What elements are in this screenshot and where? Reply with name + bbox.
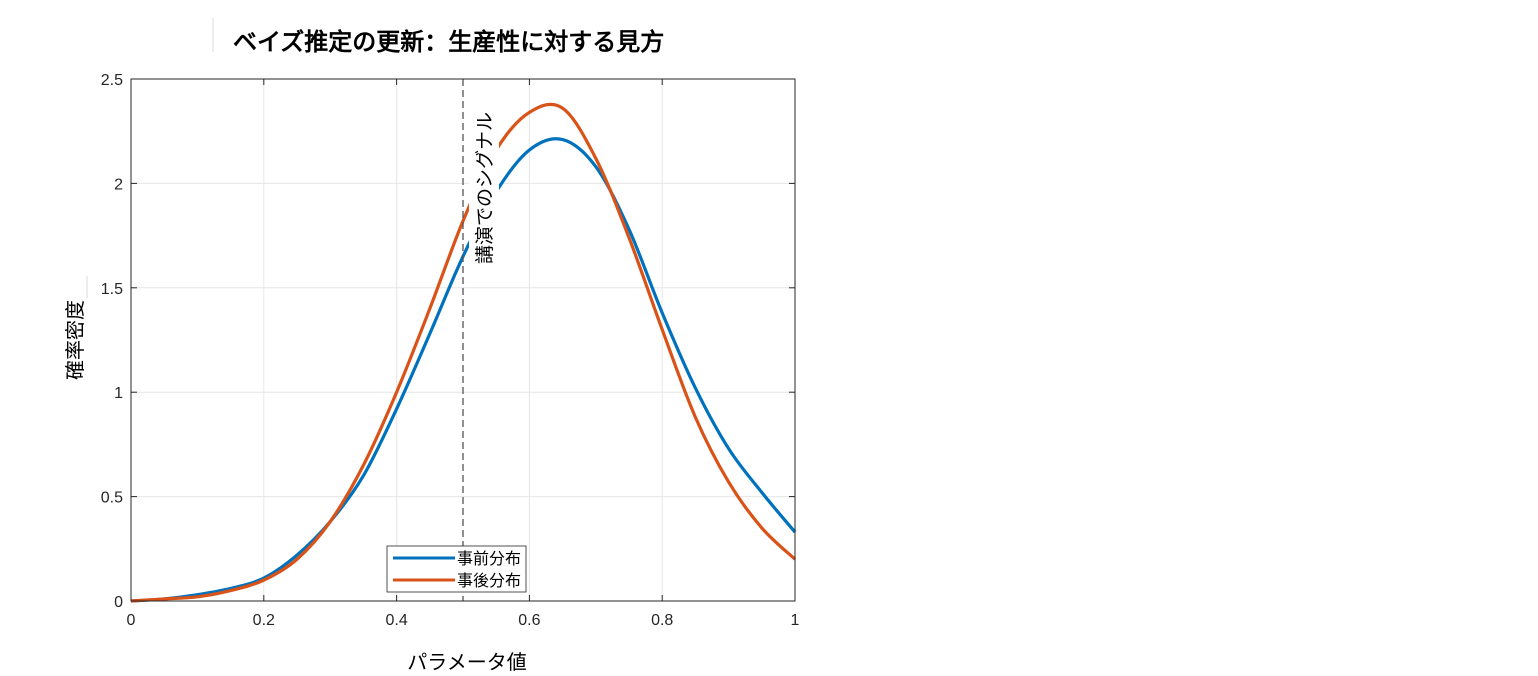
- x-axis-title: パラメータ値: [407, 650, 526, 674]
- y-tick-label: 1.5: [101, 281, 123, 298]
- y-tick-label: 0.5: [101, 490, 123, 507]
- signal-annotation-label: 講演でのシグナル: [474, 112, 496, 264]
- axes-box: [130, 78, 796, 602]
- tick-labels: 0 0.2 0.4 0.6 0.8 1 0 0.5 1 1.5 2 2.5: [101, 72, 800, 629]
- x-tick-label: 0.4: [385, 612, 407, 629]
- signal-label-background: [469, 82, 499, 264]
- series-line-posterior: [130, 102, 797, 603]
- x-tick-label: 1: [791, 612, 800, 629]
- x-tick-label: 0.6: [518, 612, 540, 629]
- x-tick-label: 0.2: [253, 612, 275, 629]
- y-tick-label: 1: [114, 385, 123, 402]
- y-axis-title: 確率密度: [63, 300, 87, 380]
- x-tick-label: 0: [127, 612, 136, 629]
- y-tick-label: 2.5: [101, 72, 123, 89]
- legend-box: [386, 545, 527, 593]
- chart-title: ベイズ推定の更新：生産性に対する見方: [233, 28, 664, 56]
- x-tick-label: 0.8: [651, 612, 673, 629]
- legend: 事前分布 事後分布: [386, 545, 527, 593]
- legend-label-posterior: 事後分布: [457, 571, 521, 590]
- y-tick-label: 0: [114, 594, 123, 611]
- y-tick-label: 2: [114, 176, 123, 193]
- legend-label-prior: 事前分布: [457, 549, 521, 568]
- ticks-layer: [130, 78, 796, 602]
